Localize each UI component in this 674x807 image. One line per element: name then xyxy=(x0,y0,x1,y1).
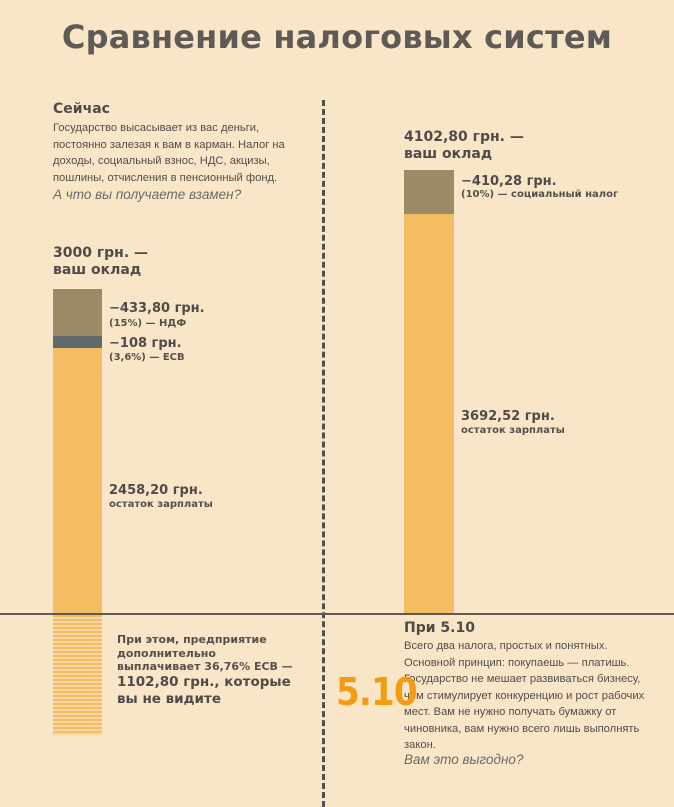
logo-510: 5.10 xyxy=(336,670,418,714)
description-line: мест. Вам не нужно получать бумажку от xyxy=(404,706,617,718)
current-remainder-amount-label: 2458,20 грн. xyxy=(109,483,203,498)
bar-segment-НДФ xyxy=(53,289,102,336)
salary-line: 4102,80 грн. — xyxy=(404,129,524,145)
proposed-salary-label: 4102,80 грн. — ваш оклад xyxy=(404,129,524,163)
description-line: чем стимулирует конкуренцию и рост рабоч… xyxy=(404,689,645,702)
bar-segment-остаток-зарплаты xyxy=(53,348,102,613)
horizontal-divider xyxy=(0,613,674,615)
bar-segment-социальный-налог xyxy=(404,170,454,214)
proposed-system-description: Всего два налога, простых и понятных. Ос… xyxy=(404,638,666,754)
employer-line-emphasis: вы не видите xyxy=(117,690,221,707)
proposed-system-heading: При 5.10 xyxy=(404,620,475,636)
current-system-description: Государство высасывает из вас деньги, по… xyxy=(53,120,313,186)
bar-segment-ЕСВ xyxy=(53,336,102,348)
description-line: Основной принцип: покупаешь — платишь. xyxy=(404,656,630,669)
social-tax-amount-label: −410,28 грн. xyxy=(461,174,557,189)
proposed-system-question: Вам это выгодно? xyxy=(404,752,524,767)
employer-line: дополнительно xyxy=(117,646,216,660)
bar-segment-остаток-зарплаты xyxy=(404,214,454,613)
page-title: Сравнение налоговых систем xyxy=(61,18,613,56)
current-system-heading: Сейчас xyxy=(53,101,110,117)
current-remainder-note-label: остаток зарплаты xyxy=(109,499,213,510)
description-line: Государство высасывает из вас деньги, xyxy=(53,122,260,134)
salary-line: 3000 грн. — xyxy=(53,245,149,261)
description-line: постоянно залезая к вам в карман. Налог … xyxy=(53,138,285,151)
current-salary-label: 3000 грн. — ваш оклад xyxy=(53,245,148,279)
description-line: Всего два налога, простых и понятных. xyxy=(404,640,608,652)
description-line: пошлины, отчисления в пенсионный фонд. xyxy=(53,171,278,184)
hidden-employer-contribution-bar xyxy=(53,615,102,735)
description-line: закон. xyxy=(404,739,436,751)
ndf-note-label: (15%) — НДФ xyxy=(109,318,187,329)
vertical-divider xyxy=(322,100,325,807)
salary-line: ваш оклад xyxy=(404,146,493,162)
ndf-amount-label: −433,80 грн. xyxy=(109,301,205,316)
description-line: доходы, социальный взнос, НДС, акцизы, xyxy=(53,155,270,167)
proposed-remainder-amount-label: 3692,52 грн. xyxy=(461,409,555,424)
current-system-question: А что вы получаете взамен? xyxy=(53,187,242,202)
employer-line-emphasis: 1102,80 грн., которые xyxy=(117,673,291,690)
employer-contribution-note: При этом, предприятие дополнительно выпл… xyxy=(117,633,307,708)
social-tax-note-label: (10%) — социальный налог xyxy=(461,189,619,200)
employer-line: При этом, предприятие xyxy=(117,633,267,646)
description-line: Государство не мешает развиваться бизнес… xyxy=(404,673,641,685)
proposed-remainder-note-label: остаток зарплаты xyxy=(461,425,565,436)
esv-amount-label: −108 грн. xyxy=(109,336,182,351)
salary-line: ваш оклад xyxy=(53,262,142,278)
description-line: чиновника, вам нужно всего лишь выполнят… xyxy=(404,722,640,735)
esv-note-label: (3,6%) — ЕСВ xyxy=(109,352,185,363)
employer-line: выплачивает 36,76% ЕСВ — xyxy=(117,660,293,673)
